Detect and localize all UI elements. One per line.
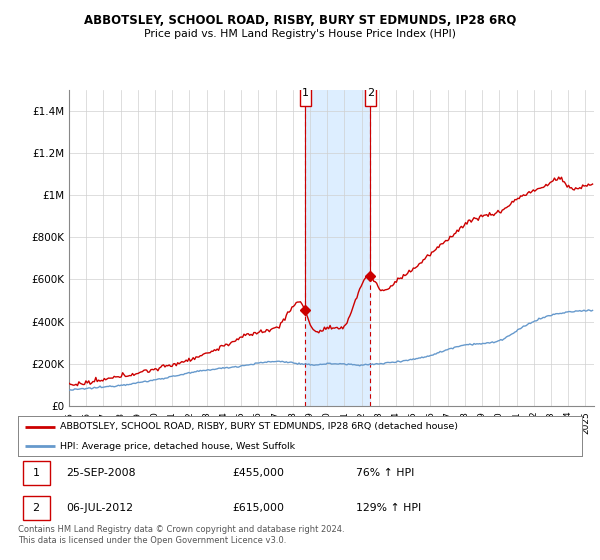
Text: 06-JUL-2012: 06-JUL-2012	[66, 503, 133, 513]
Text: £455,000: £455,000	[232, 468, 284, 478]
Text: 2: 2	[32, 503, 40, 513]
Bar	[305, 90, 370, 406]
Text: 2: 2	[367, 88, 374, 98]
FancyBboxPatch shape	[300, 79, 311, 106]
Text: 129% ↑ HPI: 129% ↑ HPI	[356, 503, 422, 513]
Text: ABBOTSLEY, SCHOOL ROAD, RISBY, BURY ST EDMUNDS, IP28 6RQ (detached house): ABBOTSLEY, SCHOOL ROAD, RISBY, BURY ST E…	[60, 422, 458, 431]
Text: 1: 1	[32, 468, 40, 478]
FancyBboxPatch shape	[23, 461, 50, 485]
FancyBboxPatch shape	[23, 496, 50, 520]
Text: Contains HM Land Registry data © Crown copyright and database right 2024.
This d: Contains HM Land Registry data © Crown c…	[18, 525, 344, 545]
Text: 76% ↑ HPI: 76% ↑ HPI	[356, 468, 415, 478]
Text: HPI: Average price, detached house, West Suffolk: HPI: Average price, detached house, West…	[60, 442, 295, 451]
Text: £615,000: £615,000	[232, 503, 284, 513]
Text: Price paid vs. HM Land Registry's House Price Index (HPI): Price paid vs. HM Land Registry's House …	[144, 29, 456, 39]
FancyBboxPatch shape	[365, 79, 376, 106]
Text: ABBOTSLEY, SCHOOL ROAD, RISBY, BURY ST EDMUNDS, IP28 6RQ: ABBOTSLEY, SCHOOL ROAD, RISBY, BURY ST E…	[84, 14, 516, 27]
Text: 25-SEP-2008: 25-SEP-2008	[66, 468, 136, 478]
Text: 1: 1	[302, 88, 309, 98]
